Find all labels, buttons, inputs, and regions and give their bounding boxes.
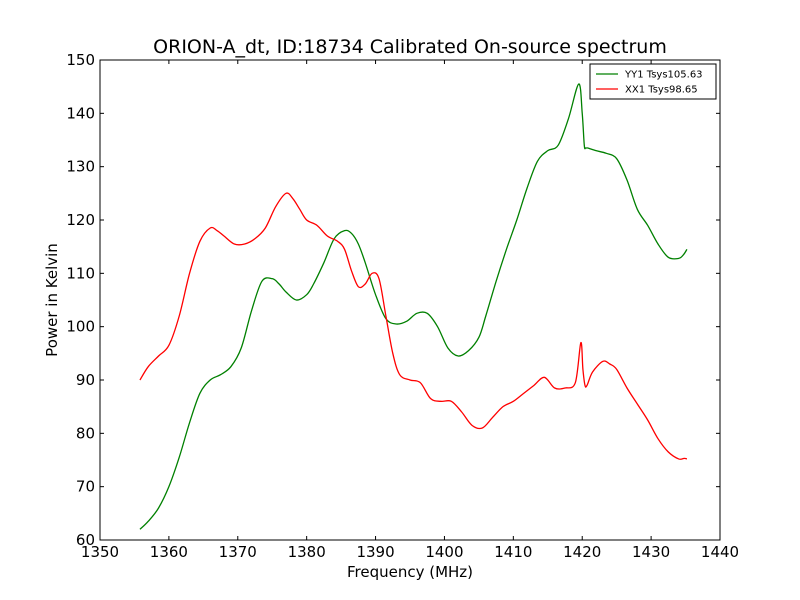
- y-tick-label: 120: [66, 211, 95, 229]
- x-tick-label: 1430: [632, 543, 670, 561]
- series-line-xx1: [139, 192, 688, 460]
- y-tick-label: 70: [76, 478, 95, 496]
- x-tick-label: 1410: [494, 543, 532, 561]
- series-line-yy1: [139, 83, 688, 530]
- x-tick-label: 1390: [356, 543, 394, 561]
- plot-area: [100, 60, 720, 540]
- legend-box: [589, 63, 717, 100]
- y-tick-label: 140: [66, 104, 95, 122]
- series-layer: [139, 83, 688, 530]
- x-tick-label: 1350: [81, 543, 119, 561]
- x-tick-label: 1420: [563, 543, 601, 561]
- tick-layer: 1350 1360 1370 1380 1390 1400 1410 1420 1430 1440…: [66, 51, 739, 561]
- x-tick-label: 1370: [219, 543, 257, 561]
- x-tick-label: 1380: [288, 543, 326, 561]
- x-tick-label: 1400: [425, 543, 463, 561]
- y-tick-label: 90: [76, 371, 95, 389]
- y-axis-title: Power in Kelvin: [43, 243, 61, 357]
- x-tick-label: 1440: [701, 543, 739, 561]
- y-tick-label: 110: [66, 264, 95, 282]
- plot-frame: [99, 59, 721, 541]
- legend-label-yy1: YY1 Tsys105.63: [624, 70, 703, 81]
- y-tick-label: 100: [66, 318, 95, 336]
- y-tick-label: 150: [66, 51, 95, 69]
- y-tick-label: 130: [66, 158, 95, 176]
- x-axis-title: Frequency (MHz): [347, 563, 473, 581]
- y-tick-label: 60: [76, 531, 95, 549]
- x-tick-label: 1360: [150, 543, 188, 561]
- legend: YY1 Tsys105.63 XX1 Tsys98.65: [589, 63, 717, 100]
- chart-title: ORION-A_dt, ID:18734 Calibrated On-sourc…: [153, 36, 667, 58]
- y-tick-label: 80: [76, 424, 95, 442]
- legend-label-xx1: XX1 Tsys98.65: [625, 85, 698, 96]
